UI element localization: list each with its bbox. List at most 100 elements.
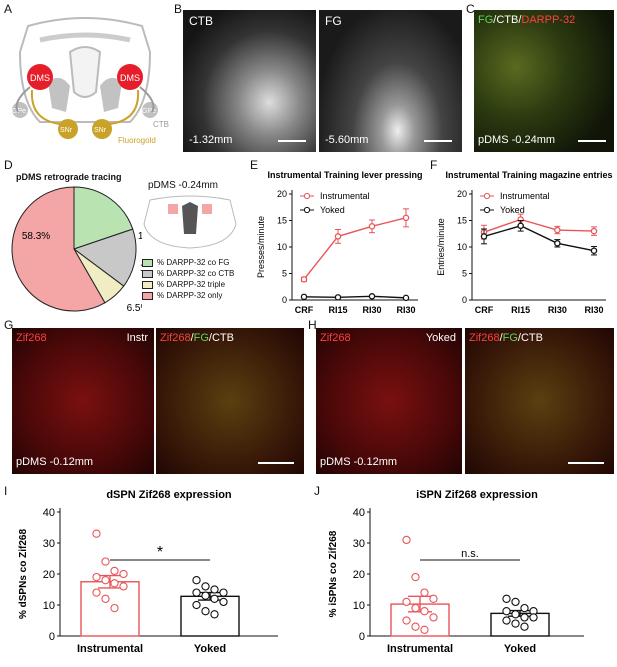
- dspn-zif268-chart: dSPN Zif268 expression 0 10 20 30 40 % dSPNs c…: [18, 489, 278, 655]
- dms-left-region: [27, 64, 53, 90]
- individual-point: [402, 535, 411, 545]
- zif268-yoked-micrograph: Zif268 Yoked pDMS -0.12mm: [316, 328, 462, 474]
- gpe-left-label: GPe: [12, 108, 26, 115]
- individual-point: [420, 607, 429, 616]
- panel-letter-e: E: [250, 158, 259, 172]
- significance-label: *: [157, 544, 163, 561]
- individual-point: [520, 622, 529, 631]
- individual-point: [92, 588, 101, 597]
- stain-title: FG/CTB/DARPP-32: [478, 14, 576, 26]
- y-tick-label: 15: [457, 216, 467, 226]
- y-tick-label: 5: [282, 269, 287, 279]
- individual-point: [210, 610, 219, 619]
- x-tick-label: CRF: [295, 305, 314, 315]
- lever-press-chart: Instrumental Training lever pressing 0 5 10…: [256, 170, 423, 315]
- individual-point: [101, 576, 110, 585]
- individual-point: [210, 585, 219, 594]
- zif-title: Zif268: [320, 332, 351, 344]
- x-tick-label: Instrumental: [77, 643, 143, 655]
- data-point: [368, 293, 376, 300]
- x-tick-label: CRF: [475, 305, 494, 315]
- chart-title: Instrumental Training lever pressing: [267, 170, 422, 180]
- magazine-entries-chart: Instrumental Training magazine entries 0 5…: [436, 170, 613, 315]
- triple-stain-micrograph: FG/CTB/DARPP-32 pDMS -0.24mm: [474, 10, 614, 152]
- section-label: pDMS -0.24mm: [148, 180, 219, 191]
- x-tick-label: RI15: [328, 305, 347, 315]
- pie-slice: [72, 228, 137, 287]
- ctb-title: CTB: [189, 14, 213, 28]
- individual-point: [502, 607, 511, 616]
- fg-micrograph: FG -5.60mm: [319, 10, 462, 152]
- group-tag: Yoked: [425, 332, 456, 344]
- panel-letter-j: J: [314, 484, 320, 498]
- y-tick-label: 20: [277, 189, 287, 199]
- pie-slice-label: 6.5%: [127, 303, 142, 314]
- y-tick-label: 0: [49, 631, 55, 643]
- fg-title: FG: [325, 14, 342, 28]
- legend-label: Yoked: [320, 205, 345, 215]
- panel-a-schematic: DMS DMS GPe GPe SNr SNr CTB Fluorogold: [12, 17, 169, 145]
- legend-swatch: [142, 258, 153, 267]
- ispn-zif268-chart: iSPN Zif268 expression 0 10 20 30 40 % iSPNs c…: [328, 489, 584, 655]
- y-tick-label: 0: [282, 295, 287, 305]
- individual-point: [110, 579, 119, 588]
- zif-depth: pDMS -0.12mm: [16, 456, 94, 468]
- legend-marker: [483, 206, 491, 214]
- pie-legend: % DARPP-32 co FG % DARPP-32 co CTB % DARPP…: [142, 258, 234, 302]
- chart-title: Instrumental Training magazine entries: [445, 170, 612, 180]
- individual-point: [119, 582, 128, 591]
- significance-label: n.s.: [461, 548, 479, 560]
- x-tick-label: RI15: [511, 305, 530, 315]
- section-schematic: [143, 195, 237, 249]
- y-axis-label: Presses/minute: [256, 216, 266, 278]
- panel-letter-f: F: [430, 158, 438, 172]
- legend-marker: [483, 192, 491, 200]
- individual-point: [192, 600, 201, 610]
- y-tick-label: 0: [462, 295, 467, 305]
- individual-point: [502, 594, 511, 603]
- individual-point: [201, 582, 210, 591]
- legend-label: % DARPP-32 co FG: [157, 258, 230, 267]
- individual-point: [502, 616, 511, 625]
- y-tick-label: 10: [277, 242, 287, 252]
- data-point: [368, 223, 376, 230]
- merge-yoked-micrograph: Zif268/FG/CTB: [465, 328, 614, 474]
- individual-point: [210, 594, 219, 603]
- merge-title: Zif268/FG/CTB: [469, 332, 543, 344]
- legend-label: Instrumental: [500, 191, 550, 201]
- y-axis-label: Entries/minute: [436, 218, 446, 276]
- legend-label: % DARPP-32 co CTB: [157, 269, 235, 278]
- panel-letter-b: B: [174, 2, 183, 16]
- individual-point: [411, 603, 420, 613]
- y-tick-label: 20: [43, 569, 55, 581]
- individual-point: [119, 569, 128, 579]
- y-tick-label: 20: [353, 569, 365, 581]
- individual-point: [520, 603, 529, 613]
- dms-right-region: [117, 64, 143, 90]
- panel-letter-i: I: [4, 484, 8, 498]
- pie-slice: [73, 186, 134, 250]
- zif-depth: pDMS -0.12mm: [320, 456, 398, 468]
- x-tick-label: Yoked: [504, 643, 536, 655]
- individual-point: [192, 576, 201, 585]
- merge-title: Zif268/FG/CTB: [160, 332, 234, 344]
- y-tick-label: 10: [457, 242, 467, 252]
- data-point: [554, 226, 561, 234]
- data-point: [480, 233, 488, 240]
- fluorogold-label: Fluorogold: [118, 136, 156, 145]
- data-point: [590, 227, 598, 235]
- individual-point: [529, 613, 538, 622]
- legend-label: % DARPP-32 triple: [157, 280, 226, 289]
- data-point: [300, 293, 308, 301]
- pie-slice-label: 58.3%: [22, 231, 50, 242]
- individual-point: [92, 529, 101, 538]
- legend-marker: [303, 192, 311, 200]
- y-tick-label: 30: [353, 538, 365, 550]
- y-tick-label: 40: [353, 507, 365, 519]
- series-line: [303, 217, 407, 280]
- individual-point: [511, 619, 520, 628]
- data-point: [334, 294, 342, 301]
- legend-label: Instrumental: [320, 191, 370, 201]
- y-tick-label: 15: [277, 216, 287, 226]
- individual-point: [420, 588, 429, 597]
